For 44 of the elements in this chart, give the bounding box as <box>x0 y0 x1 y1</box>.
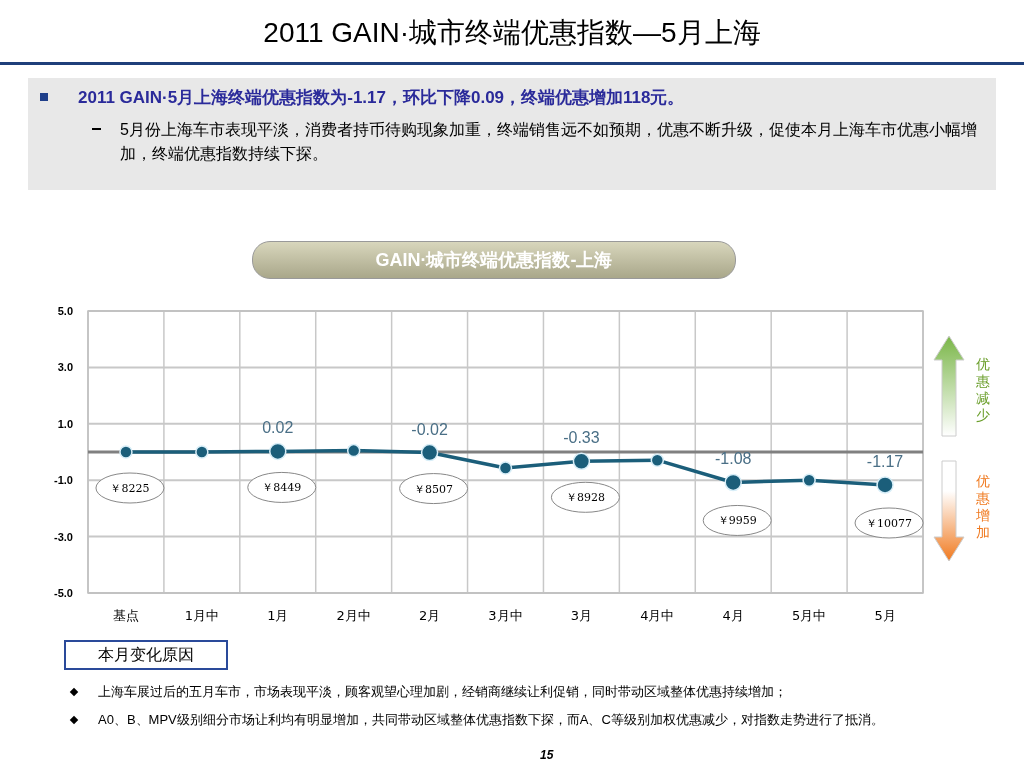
text: 本月变化原因 <box>64 640 228 670</box>
text: 优惠增加 <box>975 473 990 540</box>
annotation: ￥9959 <box>717 514 757 528</box>
point <box>119 445 133 459</box>
annotation: ￥8928 <box>565 491 605 505</box>
point <box>650 453 665 467</box>
chart-subtitle: GAIN·城市终端优惠指数-上海 <box>252 241 736 279</box>
x-tick-label: 2月 <box>418 608 441 623</box>
point <box>498 461 513 475</box>
x-tick-label: 1月 <box>267 608 289 623</box>
text: 15 <box>540 748 554 762</box>
y-tick-label: 5.0 <box>57 305 73 317</box>
point <box>802 473 816 487</box>
chart-title: 2011 GAIN·城市终端优惠指数—5月上海 <box>262 16 762 50</box>
annotation: ￥8507 <box>414 482 454 496</box>
text: 优惠减少 <box>975 356 990 423</box>
x-tick-label: 2月中 <box>336 608 371 623</box>
x-tick-label: 4月中 <box>640 608 675 623</box>
data-label: -1.08 <box>714 450 752 468</box>
annotation: ￥10077 <box>866 516 913 530</box>
x-tick-label: 3月 <box>570 608 593 623</box>
y-tick-label: -5.0 <box>54 587 73 599</box>
annotation: ￥8225 <box>110 482 150 495</box>
point <box>346 443 361 458</box>
x-tick-label: 1月中 <box>184 608 219 623</box>
x-tick-label: 5月中 <box>792 608 827 623</box>
text: 5月份上海车市表现平淡，消费者持币待购现象加重，终端销售远不如预期，优惠不断升级，促使本月上海车市优惠小幅增加，终端优惠指数持续下探。 <box>120 120 978 164</box>
text: A0、B、MPV级别细分市场让利均有明显增加，共同带动区域整体优惠指数下探，而A、C等级别加权优惠减少，对指数走势进行了抵消。 <box>98 711 885 728</box>
x-tick-label: 5月 <box>874 608 896 623</box>
y-tick-label: 1.0 <box>57 417 73 430</box>
point <box>195 445 209 459</box>
y-tick-label: 3.0 <box>57 361 73 374</box>
x-tick-label: 基点 <box>112 608 139 623</box>
y-tick-label: -1.0 <box>54 474 73 487</box>
text: 2011 GAIN·5月上海终端优惠指数为-1.17，环比下降0.09，终端优惠增加118元。 <box>78 87 685 109</box>
data-label: -1.17 <box>866 452 904 470</box>
x-tick-label: 4月 <box>722 608 744 623</box>
annotation: ￥8449 <box>262 481 302 495</box>
x-tick-label: 3月中 <box>488 608 523 623</box>
data-label: -0.02 <box>411 420 448 438</box>
data-label: -0.33 <box>563 429 600 447</box>
y-tick-label: -3.0 <box>54 530 73 543</box>
data-label: 0.02 <box>262 419 294 437</box>
text: 上海车展过后的五月车市，市场表现平淡，顾客观望心理加剧，经销商继续让利促销，同时带动区域整体优惠持续增加； <box>98 683 788 700</box>
